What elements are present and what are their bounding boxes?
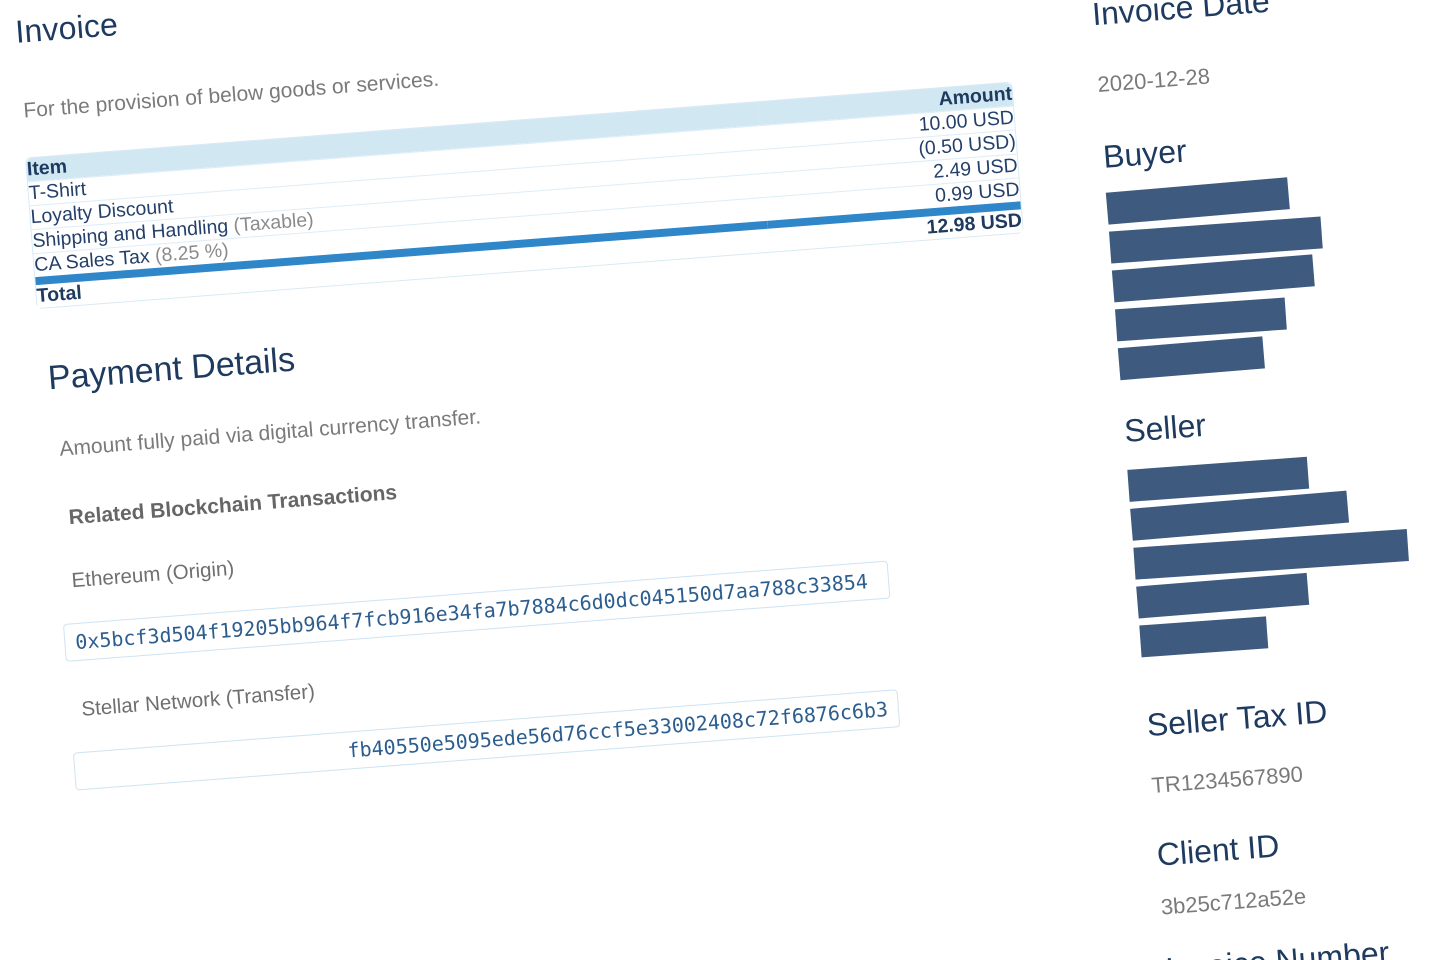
redacted-line xyxy=(1115,297,1287,342)
seller-tax-id-value: TR1234567890 xyxy=(1150,761,1304,798)
rotated-document: Invoice For the provision of below goods… xyxy=(14,0,1440,960)
redacted-line xyxy=(1105,177,1290,225)
buyer-redacted-block xyxy=(1105,159,1440,381)
redacted-line xyxy=(1111,254,1315,303)
invoice-number-heading: Invoice Number xyxy=(1164,915,1440,960)
item-name: T-Shirt xyxy=(27,178,87,205)
redacted-line xyxy=(1139,616,1269,658)
redacted-line xyxy=(1117,336,1265,381)
invoice-date-value: 2020-12-28 xyxy=(1096,63,1211,98)
seller-redacted-block xyxy=(1127,436,1440,658)
seller-heading: Seller xyxy=(1122,406,1208,449)
buyer-heading: Buyer xyxy=(1101,132,1188,175)
redacted-line xyxy=(1136,572,1310,619)
invoice-meta-column: Invoice Date 2020-12-28 Buyer Seller Sel… xyxy=(1091,0,1440,960)
invoice-date-heading: Invoice Date xyxy=(1090,0,1271,33)
item-note: (8.25 %) xyxy=(154,239,230,267)
seller-tax-id-heading: Seller Tax ID xyxy=(1145,693,1329,744)
line-items-table: Item Amount T-Shirt 10.00 USD Loyalty Di… xyxy=(25,81,1024,310)
invoice-main-column: Invoice For the provision of below goods… xyxy=(14,0,1061,791)
payment-details-section: Payment Details Amount fully paid via di… xyxy=(40,281,1060,791)
client-id-heading: Client ID xyxy=(1155,827,1281,873)
item-note: (Taxable) xyxy=(232,208,315,237)
